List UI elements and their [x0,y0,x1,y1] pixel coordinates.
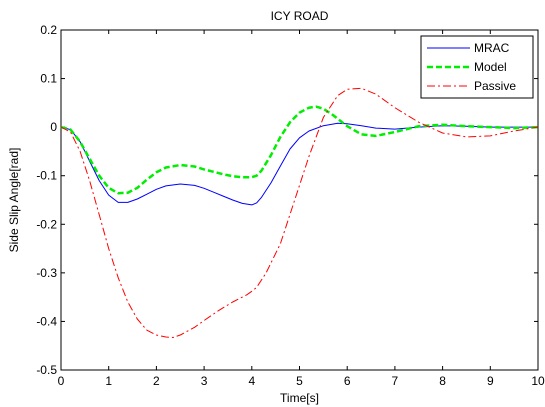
x-tick-label: 0 [58,374,65,388]
series-line-mrac [60,122,538,206]
x-tick-label: 8 [439,374,446,388]
legend-label-model: Model [474,60,507,74]
y-tick-label: 0.2 [40,23,57,37]
y-axis-label: Side Slip Angle[rad] [7,148,21,253]
x-tick-label: 9 [487,374,494,388]
x-tick-label: 6 [344,374,351,388]
y-tick-label: -0.4 [36,314,57,328]
legend: MRAC Model Passive [420,35,534,99]
y-tick-label: 0 [50,120,57,134]
x-tick-label: 4 [248,374,255,388]
legend-label-passive: Passive [474,79,516,93]
series-line-model [60,105,539,195]
series-line-passive [60,87,539,338]
x-tick-label: 2 [153,374,160,388]
y-tick-label: -0.5 [36,363,57,377]
axis-ticks: 0 1 2 3 4 5 6 7 8 9 10 -0.5 -0.4 -0.3 -0.2 -0.1 0 0.1 0.2 [36,23,545,388]
x-tick-label: 5 [296,374,303,388]
x-tick-label: 10 [531,374,545,388]
series-layer [60,87,539,338]
x-tick-label: 3 [201,374,208,388]
y-tick-label: -0.3 [36,266,57,280]
x-tick-label: 1 [105,374,112,388]
y-tick-label: -0.2 [36,217,57,231]
x-tick-label: 7 [392,374,399,388]
y-tick-label: 0.1 [40,72,57,86]
chart-title: ICY ROAD [271,9,329,23]
x-axis-label: Time[s] [280,391,319,405]
y-tick-label: -0.1 [36,169,57,183]
legend-label-mrac: MRAC [474,41,510,55]
